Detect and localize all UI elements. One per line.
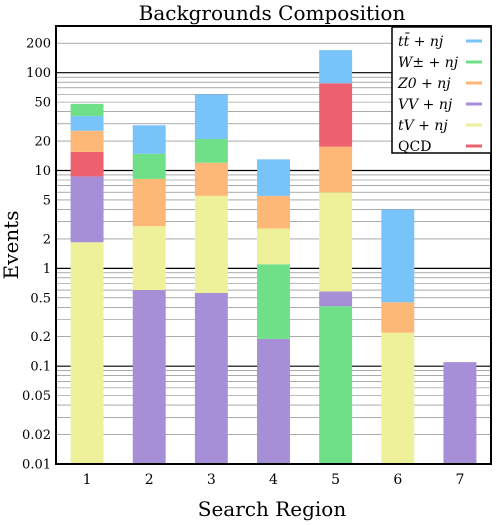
bar-segment-tv-nj-region-3 xyxy=(194,195,228,293)
bar-segment-tt-nj-region-5 xyxy=(319,50,353,84)
bar-segment-z0-nj-region-1 xyxy=(70,130,104,152)
x-tick-label: 3 xyxy=(207,472,216,488)
legend-label: W± + nj xyxy=(398,55,459,71)
legend-box xyxy=(391,26,492,154)
bar-segment-tt-nj-region-6 xyxy=(381,209,415,303)
y-tick-label: 0.02 xyxy=(22,428,51,443)
bar-segment-tt-nj-region-2 xyxy=(132,125,166,154)
bar-segment-w-nj-region-4 xyxy=(257,264,290,339)
bar-segment-vv-nj-region-3 xyxy=(194,292,228,464)
y-ticks: 0.01 0.02 0.05 0.1 0.2 0.5 1 2 5 10 20 50 100 200 xyxy=(22,37,51,473)
bar-segment-vv-nj-region-7 xyxy=(443,362,477,464)
y-tick-label: 10 xyxy=(34,164,51,179)
y-tick-label: 0.05 xyxy=(22,389,51,404)
y-tick-label: 2 xyxy=(43,232,51,247)
x-tick-label: 6 xyxy=(393,472,402,488)
y-tick-label: 0.5 xyxy=(30,291,51,306)
x-tick-label: 7 xyxy=(455,472,464,488)
bar-segment-tv-nj-region-5 xyxy=(319,192,353,292)
y-tick-label: 0.01 xyxy=(22,458,51,473)
legend: tt̄ + nj W± + nj Z0 + nj VV + nj tV + nj QCD xyxy=(391,26,492,155)
bar-segment-qcd-region-1 xyxy=(70,151,104,177)
legend-label: VV + nj xyxy=(398,97,453,113)
x-tick-label: 2 xyxy=(145,472,154,488)
bar-segment-vv-nj-region-5 xyxy=(319,291,353,307)
y-tick-label: 20 xyxy=(34,135,51,150)
y-tick-label: 100 xyxy=(26,66,51,81)
plot-frame xyxy=(55,25,492,465)
bar-segment-w-nj-region-3 xyxy=(194,138,228,163)
x-ticks: 1 2 3 4 5 6 7 xyxy=(83,472,465,488)
legend-label: QCD xyxy=(398,139,431,155)
legend-label: Z0 + nj xyxy=(397,76,451,92)
y-tick-label: 0.1 xyxy=(30,360,51,375)
legend-label: tV + nj xyxy=(398,118,448,134)
x-tick-label: 1 xyxy=(83,472,92,488)
bar-segment-tv-nj-region-2 xyxy=(132,226,166,291)
y-tick-label: 50 xyxy=(34,96,51,111)
bar-segment-tv-nj-region-1 xyxy=(70,242,104,464)
bar-segment-w-nj-region-1 xyxy=(70,103,104,117)
y-tick-label: 1 xyxy=(43,262,51,277)
bar-segment-tv-nj-region-4 xyxy=(257,228,290,265)
bar-segment-w-nj-region-2 xyxy=(132,153,166,179)
y-tick-label: 0.2 xyxy=(30,330,51,345)
bar-segment-vv-nj-region-2 xyxy=(132,290,166,464)
bar-segment-z0-nj-region-5 xyxy=(319,146,353,193)
bar-segment-tt-nj-region-1 xyxy=(70,116,104,131)
bar-segment-tt-nj-region-4 xyxy=(257,159,290,196)
bar-segment-vv-nj-region-1 xyxy=(70,176,104,243)
y-tick-label: 5 xyxy=(43,193,51,208)
legend-label: tt̄ + nj xyxy=(398,32,444,50)
chart-title: Backgrounds Composition xyxy=(139,1,406,25)
bar-segment-z0-nj-region-6 xyxy=(381,302,415,333)
bar-segment-z0-nj-region-3 xyxy=(194,162,228,196)
bar-segment-tt-nj-region-3 xyxy=(194,94,228,139)
y-axis-label: Events xyxy=(0,211,23,280)
bars xyxy=(70,50,477,464)
x-tick-label: 5 xyxy=(331,472,340,488)
bar-segment-w-nj-region-5 xyxy=(319,306,353,464)
bar-segment-z0-nj-region-4 xyxy=(257,195,290,229)
bar-segment-vv-nj-region-4 xyxy=(257,338,290,464)
y-tick-label: 200 xyxy=(26,37,51,52)
x-axis-label: Search Region xyxy=(198,497,347,521)
bar-segment-tv-nj-region-6 xyxy=(381,332,415,464)
x-tick-label: 4 xyxy=(269,472,278,488)
bar-segment-z0-nj-region-2 xyxy=(132,178,166,227)
bar-segment-qcd-region-5 xyxy=(319,83,353,147)
